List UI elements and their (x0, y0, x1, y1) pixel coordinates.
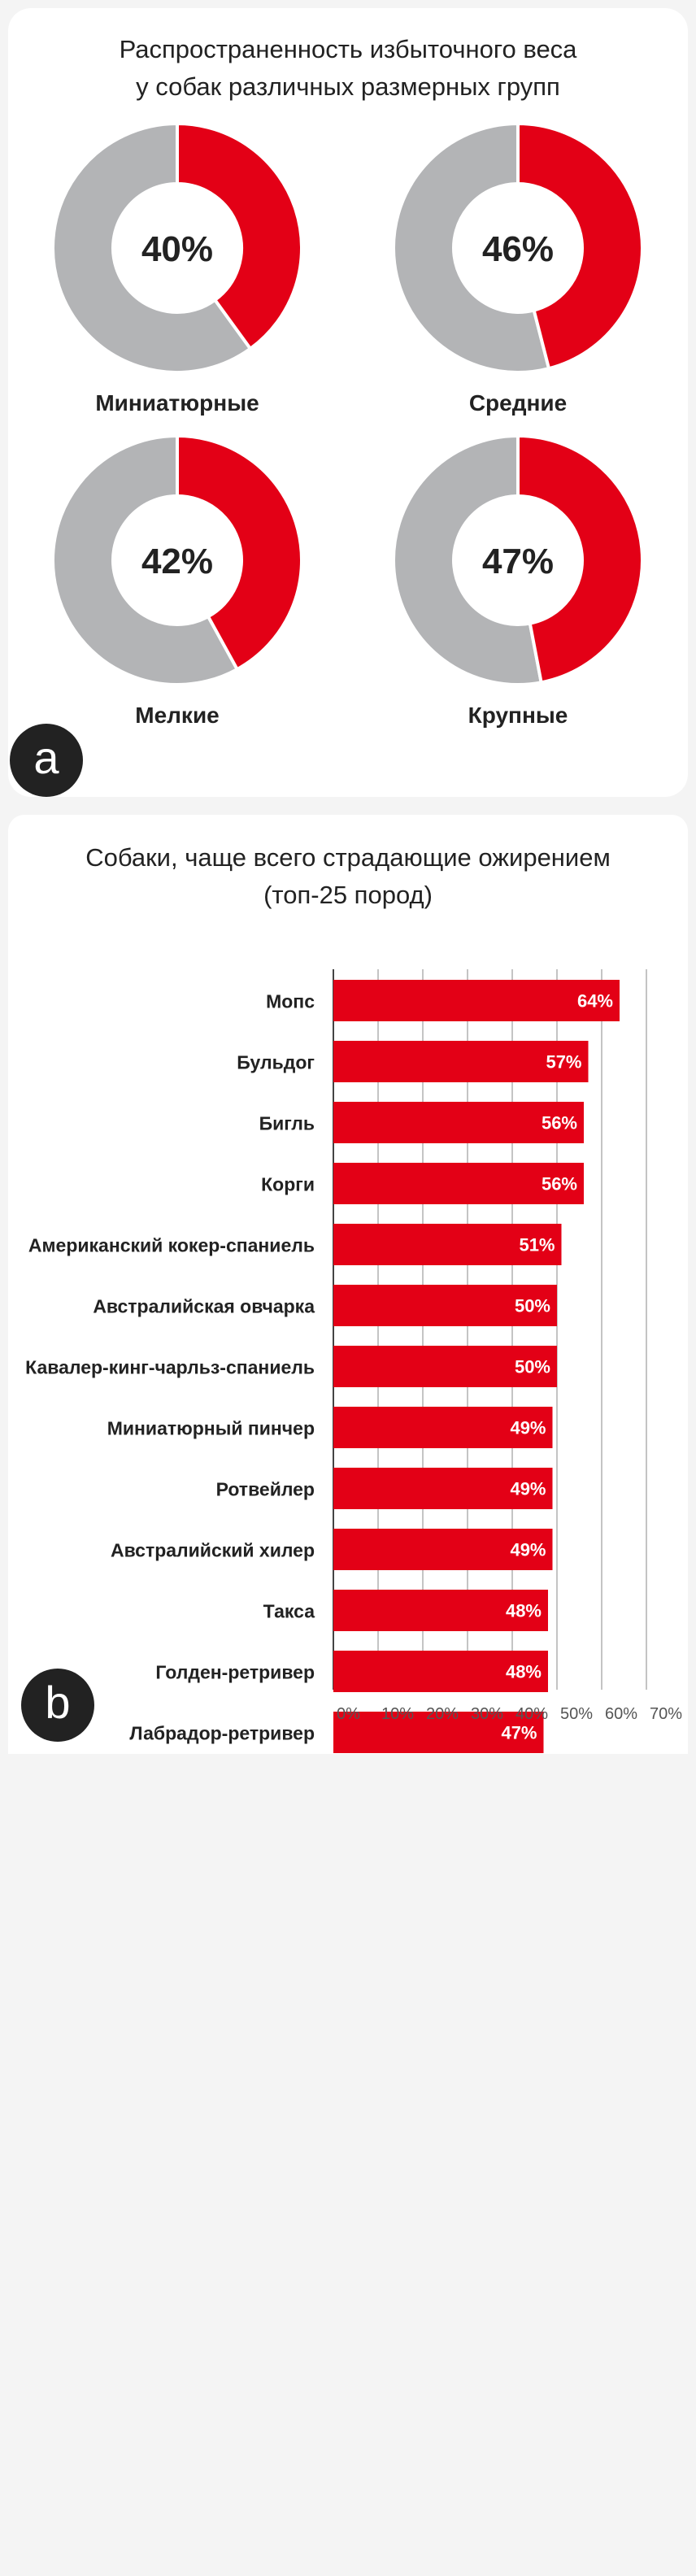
donut-category-label: Средние (469, 390, 567, 416)
donut-value-label: 46% (482, 229, 554, 269)
donut-rest-slice (392, 433, 544, 686)
bar (333, 1468, 553, 1509)
bar-value-label: 47% (501, 1723, 537, 1743)
bar (333, 1346, 557, 1387)
bar-value-label: 51% (519, 1235, 555, 1255)
bar-row: 49% Миниатюрный пинчер (107, 1407, 553, 1448)
bar (333, 1224, 562, 1265)
bar-category-label: Американский кокер-спаниель (28, 1235, 315, 1256)
bar-category-label: Австралийский хилер (111, 1540, 315, 1561)
bar (333, 1102, 584, 1143)
panel-label-a: a (10, 724, 83, 797)
donut-category-label: Миниатюрные (95, 390, 259, 416)
donut-value-label: 42% (141, 542, 213, 581)
bar-value-label: 50% (515, 1357, 550, 1377)
x-tick-label: 60% (605, 1705, 637, 1723)
bar-category-label: Бигль (259, 1113, 315, 1134)
donut-value-label: 47% (482, 542, 554, 581)
bar-value-label: 49% (510, 1540, 546, 1560)
x-tick-label: 20% (426, 1705, 459, 1723)
bar-value-label: 57% (546, 1052, 581, 1073)
title-line: Собаки, чаще всего страдающие ожирением (85, 843, 611, 872)
bar-row: 48% Голден-ретривер (155, 1651, 548, 1692)
x-tick-label: 10% (381, 1705, 414, 1723)
panel-b: Собаки, чаще всего страдающие ожирением … (8, 815, 688, 1754)
donut-1: 40% Миниатюрные (51, 121, 303, 416)
bar-category-label: Корги (261, 1174, 315, 1195)
donut-2: 46% Средние (392, 121, 644, 416)
bar (333, 1529, 553, 1570)
bar-value-label: 49% (510, 1418, 546, 1438)
donut-rest-slice (392, 121, 551, 374)
bar-category-label: Бульдог (237, 1052, 315, 1073)
bar-value-label: 48% (506, 1662, 542, 1682)
bar-row: 48% Такса (263, 1590, 548, 1631)
x-tick-label: 40% (515, 1705, 548, 1723)
bar-chart: 64% Мопс 57% Бульдог 56% Бигль 56% Корги 51% Амер… (25, 969, 682, 1753)
bar (333, 980, 620, 1021)
bar-row: 51% Американский кокер-спаниель (28, 1224, 562, 1265)
bar (333, 1285, 557, 1326)
bar-value-label: 56% (542, 1174, 577, 1194)
bar-value-label: 48% (506, 1601, 542, 1621)
bar (333, 1407, 553, 1448)
x-tick-label: 30% (471, 1705, 503, 1723)
bar-category-label: Такса (263, 1601, 315, 1622)
donut-rest-slice (51, 433, 240, 686)
bar-row: 50% Кавалер-кинг-чарльз-спаниель (25, 1346, 557, 1387)
bar-category-label: Лабрадор-ретривер (129, 1723, 315, 1744)
donut-rest-slice (51, 121, 253, 374)
bar-row: 50% Австралийская овчарка (93, 1285, 557, 1326)
bar-row: 56% Бигль (259, 1102, 584, 1143)
bar-row: 49% Ротвейлер (216, 1468, 553, 1509)
bar-row: 56% Корги (261, 1163, 584, 1204)
title-line: у собак различных размерных групп (136, 72, 560, 101)
panel-label-b: b (21, 1669, 94, 1742)
bar (333, 1651, 548, 1692)
bar-category-label: Кавалер-кинг-чарльз-спаниель (25, 1357, 315, 1378)
x-tick-label: 50% (560, 1705, 593, 1723)
bar-category-label: Голден-ретривер (155, 1662, 315, 1683)
donut-4: 47% Крупные (392, 433, 644, 728)
donut-category-label: Крупные (468, 703, 568, 728)
donut-value-slice (516, 121, 644, 371)
x-tick-label: 0% (337, 1705, 360, 1723)
donut-value-slice (176, 433, 303, 672)
bar-value-label: 56% (542, 1113, 577, 1134)
bar (333, 1590, 548, 1631)
bar-chart-title: Собаки, чаще всего страдающие ожирением … (8, 839, 688, 914)
bar-value-label: 49% (510, 1479, 546, 1499)
title-line: Распространенность избыточного веса (119, 35, 577, 63)
bar-row: 57% Бульдог (237, 1041, 589, 1082)
panel-a: Распространенность избыточного веса у со… (8, 8, 688, 797)
bar-category-label: Мопс (266, 991, 315, 1012)
bar-category-label: Австралийская овчарка (93, 1296, 315, 1317)
bar-value-label: 50% (515, 1296, 550, 1316)
bar-category-label: Ротвейлер (216, 1479, 315, 1500)
donut-value-label: 40% (141, 229, 213, 269)
bar (333, 1163, 584, 1204)
bar-value-label: 64% (577, 991, 613, 1012)
donut-chart-title: Распространенность избыточного веса у со… (8, 31, 688, 106)
x-tick-label: 70% (650, 1705, 682, 1723)
donut-charts: 40% Миниатюрные 46% Средние 42% Мелкие 47% Круп… (51, 121, 644, 728)
bar-row: 64% Мопс (266, 980, 620, 1021)
title-line: (топ-25 пород) (263, 881, 433, 909)
bar (333, 1712, 544, 1753)
donut-value-slice (516, 433, 644, 685)
bar (333, 1041, 589, 1082)
x-axis-ticks: 0% 10% 20% 30% 40% 50% 60% 70% (337, 1705, 682, 1723)
bar-category-label: Миниатюрный пинчер (107, 1418, 315, 1439)
donut-3: 42% Мелкие (51, 433, 303, 728)
bar-row: 47% Лабрадор-ретривер (129, 1712, 544, 1753)
donut-value-slice (176, 121, 303, 351)
donut-category-label: Мелкие (135, 703, 219, 728)
bar-row: 49% Австралийский хилер (111, 1529, 553, 1570)
